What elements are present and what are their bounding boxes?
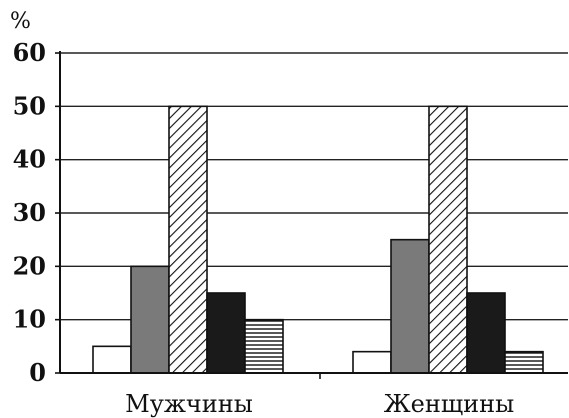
bar-women-5 [504,350,544,374]
bar-men-2 [130,265,170,374]
y-tick-label: 20 [13,251,46,280]
bar-women-2 [390,238,430,374]
bar-men-3 [168,105,208,374]
y-tick-label: 0 [29,358,46,387]
y-axis-unit-label: % [10,9,31,34]
y-tick-label: 40 [13,145,46,174]
bar-men-4 [206,292,246,374]
y-tick-label: 60 [13,38,46,67]
category-label-men: Мужчины [125,390,253,418]
bar-women-3 [428,105,468,374]
bar-women-1 [352,350,392,374]
bar-men-5 [244,318,284,374]
bars [92,105,544,374]
category-label-women: Женщины [384,390,515,418]
bar-women-4 [466,292,506,374]
bar-men-1 [92,345,132,374]
y-tick-label: 50 [13,91,46,120]
y-axis-ticks: 0 10 20 30 40 50 60 [13,38,46,387]
axes [55,51,568,379]
y-tick-label: 10 [13,305,46,334]
y-tick-label: 30 [13,198,46,227]
